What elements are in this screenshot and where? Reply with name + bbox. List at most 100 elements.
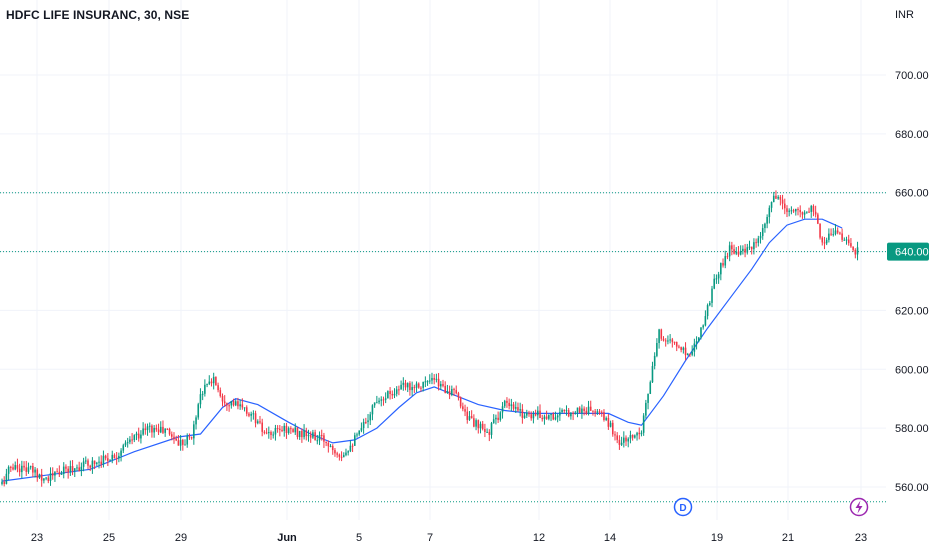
candle (219, 387, 222, 398)
candle (539, 404, 541, 419)
candle-body (492, 419, 495, 424)
candle (415, 381, 418, 393)
candle-body (340, 456, 343, 458)
candle-body (534, 414, 537, 416)
candle (589, 400, 592, 411)
candle-body (700, 327, 702, 338)
candle (243, 407, 246, 412)
candle-body (327, 442, 330, 447)
candle-body (91, 460, 94, 468)
candle-body (93, 460, 96, 464)
candle (325, 441, 327, 447)
candle (93, 460, 96, 470)
candle (378, 397, 380, 405)
candle-body (660, 329, 663, 339)
candle-body (12, 467, 14, 470)
candle (748, 240, 751, 250)
candle (777, 195, 779, 200)
candle-body (669, 339, 671, 341)
candle-body (415, 383, 418, 388)
candle-body (129, 439, 131, 443)
candle-body (206, 383, 208, 385)
candle-body (768, 207, 771, 218)
candle-body (349, 445, 352, 452)
candle-body (329, 446, 332, 448)
candle (312, 429, 314, 439)
candle-body (285, 425, 288, 433)
price-axis[interactable]: 560.00 580.00 600.00 620.00 660.00 680.00 700.… (887, 70, 929, 494)
candle (682, 346, 685, 354)
candle-body (673, 341, 676, 343)
candle (753, 238, 755, 255)
candle-body (373, 402, 376, 406)
candle-body (140, 434, 142, 439)
candle (228, 403, 230, 412)
candle-body (21, 465, 23, 473)
candle-body (389, 391, 391, 395)
candle-body (554, 417, 557, 420)
candle (817, 212, 819, 225)
candle (611, 420, 614, 437)
candle-body (609, 422, 612, 427)
candle-body (314, 432, 316, 441)
candle (140, 430, 142, 444)
candle-body (653, 355, 656, 367)
candle-body (814, 211, 817, 215)
candle (215, 376, 217, 386)
dividend-badge[interactable]: D (673, 497, 693, 517)
candle-body (7, 466, 10, 474)
candle-body (671, 339, 674, 342)
candle (433, 374, 435, 385)
candle (545, 410, 548, 420)
candle-body (435, 378, 438, 380)
candle-body (448, 391, 451, 395)
candle-body (574, 412, 577, 414)
candle (87, 458, 89, 470)
candle-body (543, 416, 546, 420)
candle (18, 463, 21, 477)
candle (62, 462, 65, 479)
candle-body (742, 248, 744, 252)
candle (261, 418, 263, 437)
candle-body (186, 436, 189, 445)
candle (54, 471, 56, 482)
time-axis[interactable]: 23 25 29 Jun 5 7 12 14 19 21 23 (31, 532, 867, 544)
candle-body (219, 390, 222, 397)
candle-body (695, 341, 698, 344)
candle (417, 382, 420, 389)
candle (786, 205, 788, 218)
candle-body (552, 413, 555, 420)
candle-body (680, 347, 682, 350)
candle (226, 402, 228, 411)
lightning-icon[interactable] (849, 497, 869, 517)
candle-body (142, 428, 144, 435)
candle-body (850, 243, 852, 247)
candle-body (45, 477, 47, 479)
candle-body (146, 426, 149, 431)
candle (47, 475, 50, 484)
candle-body (144, 428, 147, 431)
candle (245, 405, 248, 417)
candle (16, 458, 19, 473)
candle (186, 433, 189, 448)
candle-body (261, 422, 263, 432)
candle-body (466, 411, 469, 420)
candle (819, 223, 821, 240)
candle-body (499, 412, 502, 420)
candle-body (775, 195, 777, 199)
candle (488, 429, 491, 442)
candle (265, 428, 268, 435)
candle-body (109, 459, 111, 461)
candle-body (179, 439, 182, 446)
candle-body (720, 263, 722, 275)
last-price-tag: 640.00 (887, 242, 929, 261)
event-badges: D (673, 497, 869, 517)
candle (587, 400, 590, 416)
candle-body (376, 402, 378, 404)
candle (839, 231, 841, 235)
candle-body (43, 478, 45, 481)
candle (678, 344, 680, 349)
candle (783, 198, 786, 215)
